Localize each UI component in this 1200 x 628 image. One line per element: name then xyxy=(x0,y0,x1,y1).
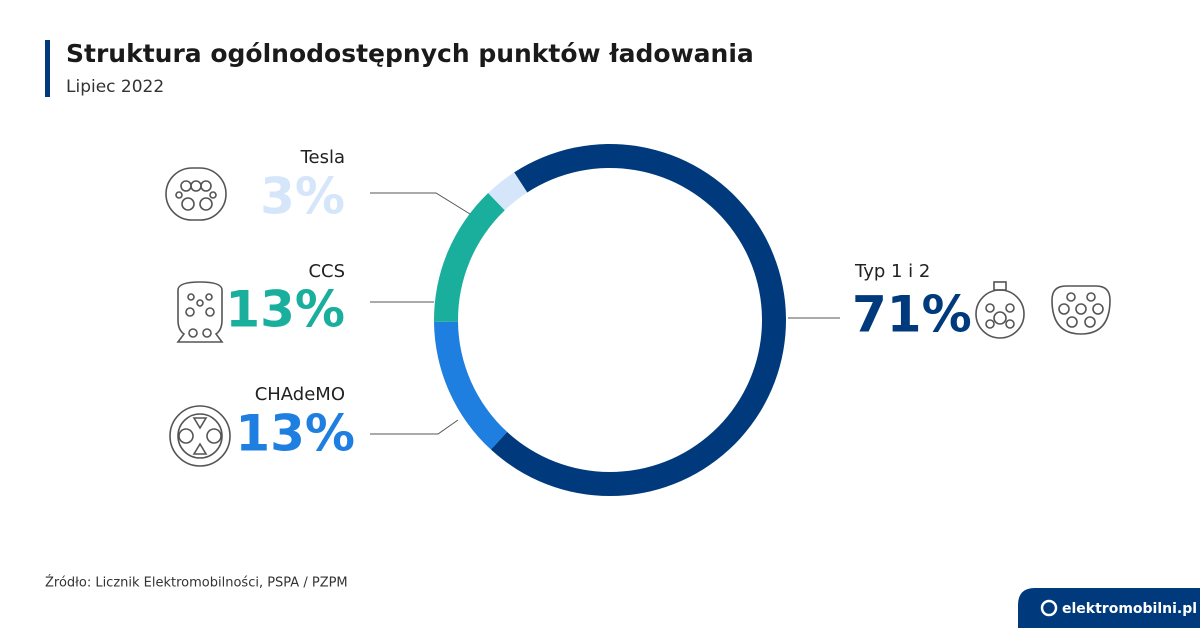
slice-label: Tesla xyxy=(300,147,345,168)
brand: elektromobilni.pl xyxy=(1062,601,1197,617)
slice-label: Typ 1 i 2 xyxy=(854,261,930,282)
donut-slice xyxy=(434,192,505,322)
value-label: 13% xyxy=(225,281,345,339)
chademo-icon xyxy=(169,405,231,467)
type2-icon xyxy=(1051,285,1111,335)
brand-box xyxy=(1018,588,1200,628)
value-label: 13% xyxy=(235,405,355,463)
slice-label: CHAdeMO xyxy=(255,384,345,405)
chart-title: Struktura ogólnodostępnych punktów ładow… xyxy=(66,39,754,68)
donut-slice xyxy=(490,144,787,497)
donut-slice xyxy=(488,172,528,211)
type1-icon xyxy=(975,281,1025,339)
tesla-icon xyxy=(165,167,227,221)
leader-line xyxy=(370,419,459,435)
value-label: 3% xyxy=(260,168,345,226)
source: Źródło: Licznik Elektromobilności, PSPA … xyxy=(45,575,348,591)
ccs-icon xyxy=(176,281,224,343)
slice-label: CCS xyxy=(308,261,345,282)
value-label: 71% xyxy=(852,286,972,344)
chart-subtitle: Lipiec 2022 xyxy=(66,77,164,97)
donut-slice xyxy=(434,321,508,450)
leader-line xyxy=(370,192,471,215)
title-accent xyxy=(45,40,50,97)
brand-icon xyxy=(1040,599,1058,617)
